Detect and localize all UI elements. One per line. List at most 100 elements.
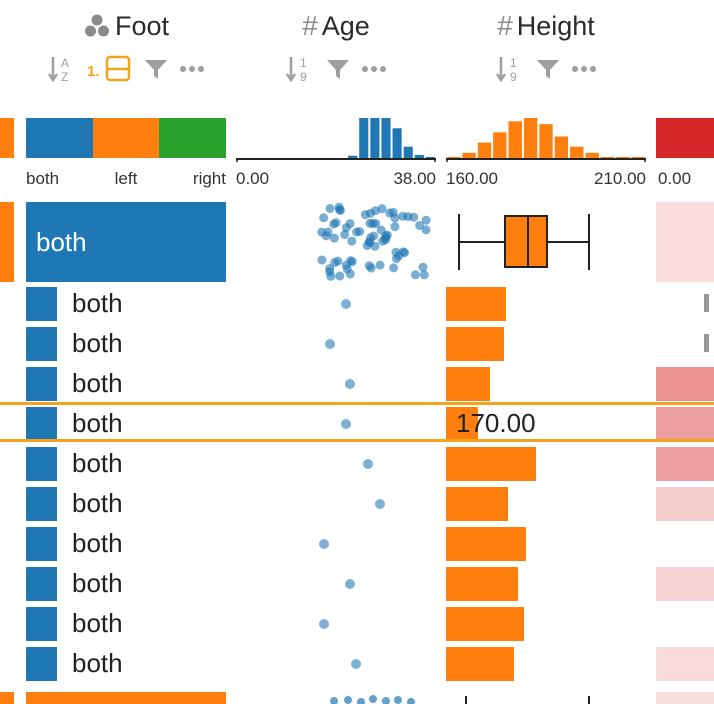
foot-toolbar: A Z 1.	[26, 52, 226, 86]
height-value: 170.00	[456, 408, 536, 438]
next-column-summary-bar	[656, 118, 714, 158]
foot-color-square	[26, 367, 57, 401]
height-histogram-bin	[570, 146, 584, 159]
foot-value: both	[72, 288, 123, 318]
age-histogram-bin	[425, 156, 435, 159]
foot-category-labels: both left right	[26, 169, 226, 189]
category-label-left: left	[114, 169, 138, 188]
height-histogram-bin	[493, 132, 507, 159]
column-header-foot[interactable]: Foot	[26, 8, 226, 44]
more-icon[interactable]	[361, 64, 387, 74]
age-group-dot	[381, 235, 391, 245]
height-histogram-bin	[523, 118, 538, 159]
foot-color-square	[26, 647, 57, 681]
table-row[interactable]: both	[0, 604, 714, 644]
prev-column-next-group-bar	[0, 692, 14, 704]
height-bar	[446, 487, 508, 521]
table-row[interactable]: both	[0, 284, 714, 324]
age-group-dot	[347, 236, 357, 246]
age-dot	[363, 459, 373, 469]
age-max-label: 38.00	[393, 169, 436, 188]
height-bar	[446, 407, 478, 441]
next-group-foot-bar	[26, 692, 226, 704]
age-group-dot	[331, 218, 341, 228]
age-group-dot	[319, 213, 329, 223]
sort-numeric-icon[interactable]: 1 9	[285, 54, 315, 84]
category-bar-both[interactable]	[26, 118, 93, 158]
table-row[interactable]: both	[0, 524, 714, 564]
table-row[interactable]: both	[0, 364, 714, 404]
age-group-dot	[329, 233, 339, 243]
age-histogram-bin	[392, 128, 402, 159]
age-group-dot	[369, 231, 379, 241]
age-histogram-bin	[381, 118, 391, 159]
height-histogram-bin	[585, 152, 599, 159]
filter-icon[interactable]	[535, 56, 561, 82]
age-histogram-bin	[359, 118, 369, 159]
age-dot	[345, 579, 355, 589]
foot-category-summary[interactable]	[26, 118, 227, 158]
foot-value: both	[72, 408, 123, 438]
age-group-dot	[330, 258, 340, 268]
table-row[interactable]: both	[0, 484, 714, 524]
next-column-cell	[656, 367, 714, 401]
table-row[interactable]: both	[0, 444, 714, 484]
next-column-cell	[656, 447, 714, 481]
age-axis-labels: 0.00 38.00	[236, 169, 436, 189]
height-bar	[446, 527, 526, 561]
svg-text:Z: Z	[61, 70, 68, 84]
next-column-next-group-cell	[656, 692, 714, 704]
age-dot	[351, 659, 361, 669]
table-row[interactable]: both	[0, 324, 714, 364]
age-group-dot	[385, 208, 395, 218]
table-row[interactable]: both	[0, 564, 714, 604]
filter-icon[interactable]	[143, 56, 169, 82]
age-group-dot	[345, 269, 355, 279]
sort-numeric-icon[interactable]: 1 9	[495, 54, 525, 84]
more-icon[interactable]	[179, 64, 205, 74]
sort-alpha-icon[interactable]: A Z	[47, 54, 77, 84]
svg-text:9: 9	[510, 70, 517, 84]
svg-text:A: A	[61, 56, 69, 70]
age-histogram[interactable]	[236, 110, 436, 162]
prev-column-summary-bar	[0, 118, 14, 158]
category-bar-right[interactable]	[159, 118, 227, 158]
height-histogram-bin	[554, 136, 569, 159]
next-group-height-boxplot	[465, 696, 590, 704]
next-column-min-label: 0.00	[658, 169, 692, 188]
boxplot-box	[504, 215, 548, 268]
age-group-dot	[415, 221, 425, 231]
foot-value: both	[72, 448, 123, 478]
height-histogram-bin	[508, 121, 522, 159]
foot-color-square	[26, 447, 57, 481]
group-row-foot[interactable]: both	[26, 202, 226, 282]
category-bar-left[interactable]	[92, 118, 160, 158]
height-max-label: 210.00	[594, 169, 646, 188]
age-group-dot	[421, 225, 431, 235]
age-group-dot	[325, 203, 335, 213]
age-group-dot	[376, 225, 386, 235]
age-group-dot	[334, 202, 344, 212]
group-label: both	[36, 226, 87, 257]
group-rank-icon[interactable]: 1.	[87, 54, 133, 84]
table-row[interactable]: both	[0, 644, 714, 684]
age-group-dot	[341, 223, 351, 233]
age-histogram-bin	[370, 118, 380, 159]
height-histogram-bin	[477, 142, 492, 159]
foot-color-square	[26, 607, 57, 641]
foot-value: both	[72, 488, 123, 518]
age-group-dot	[375, 260, 385, 270]
column-title: Foot	[114, 10, 170, 41]
more-icon[interactable]	[571, 64, 597, 74]
age-group-dot	[326, 271, 336, 281]
height-histogram[interactable]	[446, 110, 646, 162]
age-group-dot	[410, 270, 420, 280]
filter-icon[interactable]	[325, 56, 351, 82]
column-header-age[interactable]: # Age	[236, 8, 436, 44]
column-header-height[interactable]: # Height	[446, 8, 646, 44]
age-group-dot	[419, 270, 429, 280]
column-title: Age	[321, 10, 370, 41]
column-title: Height	[516, 10, 595, 41]
category-label-both: both	[26, 169, 60, 188]
table-row[interactable]: both 170.00	[0, 402, 714, 444]
